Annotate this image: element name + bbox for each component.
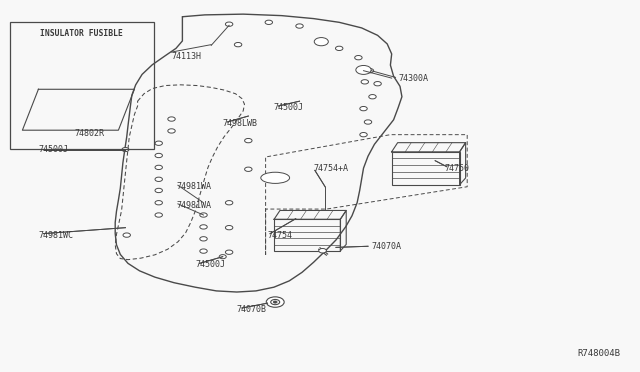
Circle shape <box>155 141 163 145</box>
Text: 74981WA: 74981WA <box>176 201 211 210</box>
Text: 74500J: 74500J <box>38 145 68 154</box>
Text: R748004B: R748004B <box>578 349 621 358</box>
Text: 74070B: 74070B <box>237 305 267 314</box>
Circle shape <box>296 24 303 28</box>
Circle shape <box>319 248 326 253</box>
Circle shape <box>374 81 381 86</box>
Circle shape <box>364 120 372 124</box>
Circle shape <box>356 65 371 74</box>
Circle shape <box>225 225 233 230</box>
Text: 74750: 74750 <box>445 164 470 173</box>
Circle shape <box>123 233 131 237</box>
Circle shape <box>366 68 374 73</box>
Circle shape <box>244 138 252 143</box>
Text: 74981WC: 74981WC <box>38 231 74 240</box>
Text: 74500J: 74500J <box>274 103 304 112</box>
Circle shape <box>200 225 207 229</box>
Circle shape <box>266 297 284 307</box>
Circle shape <box>168 117 175 121</box>
Circle shape <box>314 38 328 46</box>
Circle shape <box>225 22 233 26</box>
Circle shape <box>155 188 163 193</box>
Circle shape <box>355 55 362 60</box>
Circle shape <box>200 249 207 253</box>
Circle shape <box>200 213 207 217</box>
Circle shape <box>122 147 129 152</box>
Circle shape <box>155 153 163 158</box>
Circle shape <box>168 129 175 133</box>
Circle shape <box>225 201 233 205</box>
Bar <box>274 219 340 251</box>
Text: INSULATOR FUSIBLE: INSULATOR FUSIBLE <box>40 29 123 38</box>
Circle shape <box>155 177 163 182</box>
Bar <box>392 152 460 185</box>
Circle shape <box>273 301 277 303</box>
Circle shape <box>360 132 367 137</box>
Text: 74754: 74754 <box>268 231 292 240</box>
Text: 74070A: 74070A <box>371 242 401 251</box>
Text: 74981WA: 74981WA <box>176 182 211 191</box>
Text: 74113H: 74113H <box>172 52 202 61</box>
Circle shape <box>219 254 227 259</box>
Circle shape <box>155 165 163 170</box>
Text: 7498LWB: 7498LWB <box>223 119 258 128</box>
Circle shape <box>271 299 280 305</box>
Circle shape <box>155 201 163 205</box>
Circle shape <box>225 250 233 254</box>
Ellipse shape <box>261 172 289 183</box>
Text: 74500J: 74500J <box>195 260 225 269</box>
Circle shape <box>200 237 207 241</box>
Circle shape <box>244 167 252 171</box>
Circle shape <box>234 42 242 47</box>
Text: 74300A: 74300A <box>398 74 428 83</box>
Circle shape <box>155 213 163 217</box>
Bar <box>10 22 154 149</box>
Text: 74802R: 74802R <box>74 129 104 138</box>
Text: 74754+A: 74754+A <box>314 164 349 173</box>
Circle shape <box>335 46 343 51</box>
Circle shape <box>361 80 369 84</box>
Circle shape <box>360 106 367 111</box>
Circle shape <box>265 20 273 25</box>
Circle shape <box>369 94 376 99</box>
